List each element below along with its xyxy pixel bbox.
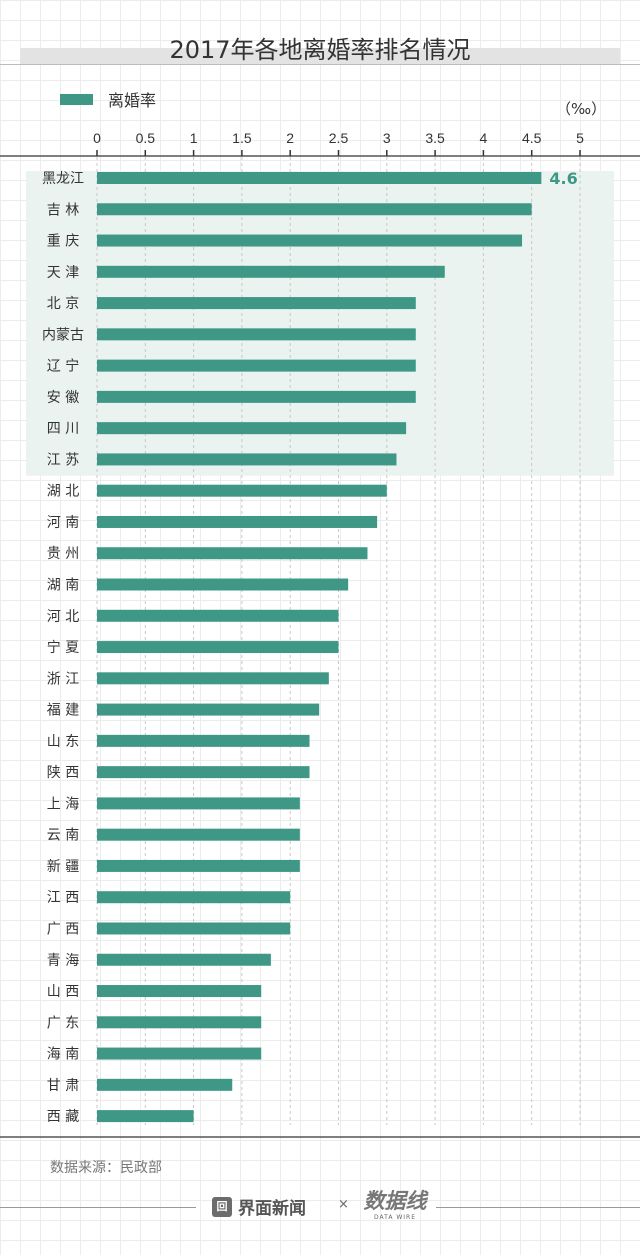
category-label: 山 东 <box>47 734 79 750</box>
category-label: 西 藏 <box>47 1109 79 1125</box>
data-label: 4.6 <box>549 169 577 188</box>
x-tick-label: 4.5 <box>522 130 542 146</box>
x-tick-label: 3.5 <box>425 130 445 146</box>
x-tick-label: 3 <box>383 130 391 146</box>
bar-5 <box>97 328 416 341</box>
jiemian-name: 界面新闻 <box>238 1199 306 1219</box>
category-label: 青 海 <box>47 953 79 969</box>
bar-28 <box>97 1047 262 1060</box>
category-label: 湖 南 <box>47 578 79 594</box>
bar-30 <box>97 1110 194 1123</box>
category-label: 甘 肃 <box>47 1078 79 1094</box>
unit-label: （‰） <box>556 100 606 118</box>
x-tick-label: 1 <box>190 130 198 146</box>
times-sign: × <box>338 1197 349 1212</box>
category-label: 上 海 <box>47 796 79 812</box>
x-tick-label: 2.5 <box>329 130 349 146</box>
bar-22 <box>97 859 300 872</box>
bar-17 <box>97 703 320 716</box>
bar-16 <box>97 672 329 685</box>
category-label: 贵 州 <box>47 546 79 562</box>
category-label: 山 西 <box>47 984 79 1000</box>
bar-10 <box>97 484 387 497</box>
category-label: 重 庆 <box>47 234 79 250</box>
footer-line-right <box>436 1207 640 1208</box>
x-tick-label: 5 <box>576 130 584 146</box>
jiemian-logo: 回界面新闻 <box>212 1194 306 1219</box>
x-tick-label: 1.5 <box>232 130 252 146</box>
category-label: 河 南 <box>47 515 79 531</box>
bar-21 <box>97 828 300 841</box>
category-label: 安 徽 <box>47 390 79 406</box>
data-source: 数据来源：民政部 <box>50 1160 162 1176</box>
bar-13 <box>97 578 349 591</box>
category-label: 天 津 <box>47 265 79 281</box>
bar-27 <box>97 1016 262 1029</box>
category-label: 陕 西 <box>47 765 79 781</box>
bar-11 <box>97 515 378 528</box>
bar-26 <box>97 985 262 998</box>
bar-24 <box>97 922 291 935</box>
category-label: 黑龙江 <box>42 171 84 187</box>
category-label: 河 北 <box>47 609 79 625</box>
bar-7 <box>97 390 416 403</box>
bar-1 <box>97 203 532 216</box>
category-label: 北 京 <box>47 296 79 312</box>
category-label: 四 川 <box>47 421 79 437</box>
x-tick-label: 4 <box>480 130 488 146</box>
category-label: 广 东 <box>47 1015 79 1031</box>
bar-20 <box>97 797 300 810</box>
bar-25 <box>97 953 271 966</box>
category-label: 内蒙古 <box>42 327 84 343</box>
datawire-subtitle: DATA WIRE <box>373 1214 417 1221</box>
bar-0 <box>97 172 542 184</box>
category-label: 江 西 <box>47 890 79 906</box>
datawire-name: 数据线 <box>363 1189 427 1213</box>
category-label: 云 南 <box>47 828 79 844</box>
category-label: 海 南 <box>47 1047 79 1063</box>
bar-3 <box>97 265 445 278</box>
bar-6 <box>97 359 416 372</box>
category-label: 浙 江 <box>47 671 79 687</box>
bar-14 <box>97 609 339 622</box>
category-label: 宁 夏 <box>47 639 79 656</box>
category-label: 吉 林 <box>47 202 79 218</box>
bar-9 <box>97 453 397 466</box>
bar-12 <box>97 547 368 560</box>
category-label: 湖 北 <box>47 484 79 500</box>
category-label: 江 苏 <box>47 452 79 468</box>
legend-label: 离婚率 <box>108 91 156 110</box>
category-label: 福 建 <box>47 703 79 719</box>
jiemian-icon: 回 <box>212 1196 232 1217</box>
legend-swatch <box>60 94 93 105</box>
bar-19 <box>97 766 310 779</box>
bar-15 <box>97 641 339 654</box>
bar-2 <box>97 234 523 247</box>
category-label: 新 疆 <box>47 859 79 875</box>
footer-brands: 回界面新闻 × 数据线 DATA WIRE <box>0 1189 640 1224</box>
bar-8 <box>97 422 407 435</box>
x-tick-label: 2 <box>286 130 294 146</box>
chart-title: 2017年各地离婚率排名情况 <box>169 36 471 64</box>
category-label: 广 西 <box>47 921 79 937</box>
datawire-logo: 数据线 DATA WIRE <box>362 1188 428 1222</box>
category-label: 辽 宁 <box>47 358 79 375</box>
title-divider <box>0 64 640 65</box>
bar-23 <box>97 891 291 904</box>
x-tick-label: 0 <box>93 130 101 146</box>
bar-4 <box>97 297 416 310</box>
bar-29 <box>97 1078 233 1091</box>
x-tick-label: 0.5 <box>136 130 156 146</box>
bar-18 <box>97 734 310 747</box>
footer-line-left <box>0 1207 196 1208</box>
title-background <box>20 48 620 64</box>
